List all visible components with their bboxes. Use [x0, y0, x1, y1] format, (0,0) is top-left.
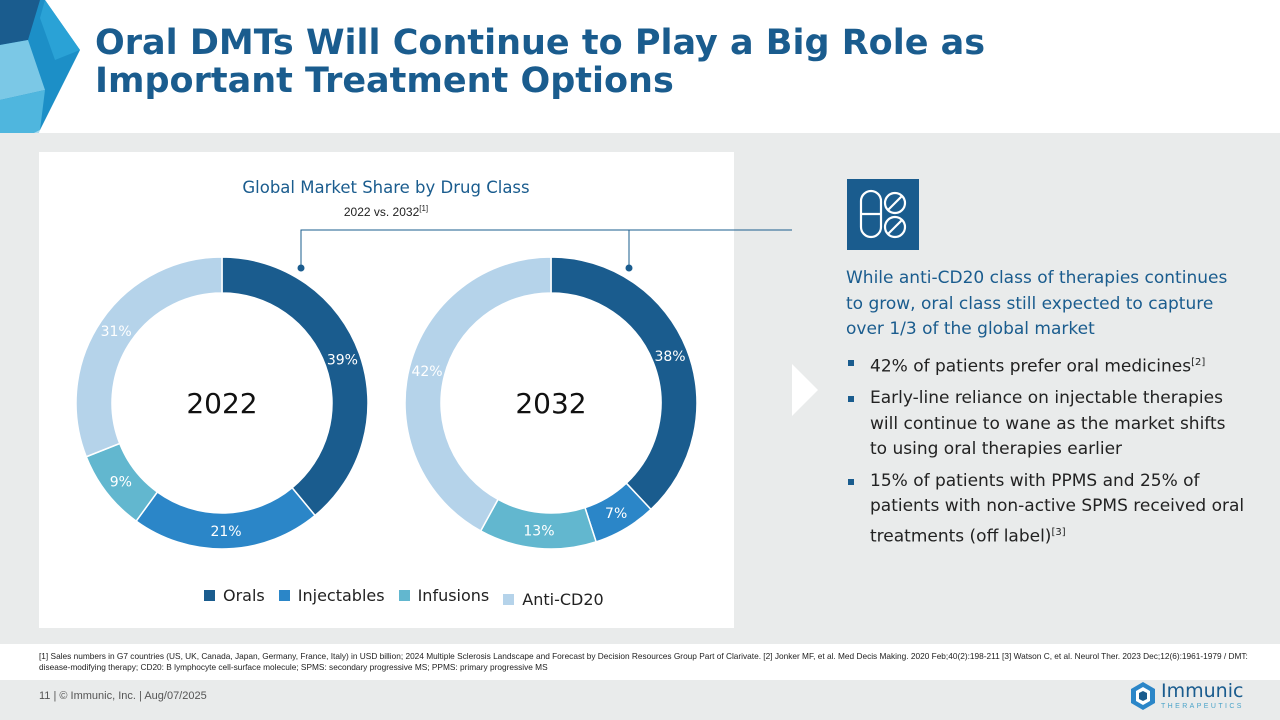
- donut-2032-slice-orals: [550, 256, 698, 511]
- subtitle-reference: [1]: [419, 204, 429, 213]
- chart-subtitle: 2022 vs. 2032[1]: [343, 204, 429, 219]
- legend-item-injectables: Injectables: [278, 586, 385, 605]
- panel-notch: [792, 364, 818, 416]
- donut-2022-slice-orals: [221, 256, 369, 517]
- legend-swatch-orals: [204, 590, 215, 601]
- page-title: Oral DMTs Will Continue to Play a Big Ro…: [95, 23, 986, 101]
- logo-tagline: THERAPEUTICS: [1161, 703, 1244, 710]
- bullet-marker: [848, 396, 854, 403]
- legend-swatch-injectables: [278, 590, 290, 601]
- connector-dot: [297, 264, 305, 272]
- legend-label-anti-cd20: Anti-CD20: [522, 590, 604, 609]
- donut-2022-slice-anti-cd20: [75, 256, 223, 458]
- footer-text: 11 | © Immunic, Inc. | Aug/07/2025: [39, 690, 207, 702]
- connector-line: [300, 229, 847, 268]
- legend-item-orals: Orals: [204, 586, 265, 605]
- connector-dot: [625, 264, 633, 272]
- legend-swatch-anti-cd20: [503, 594, 515, 605]
- donut-2022-label-infusions: 9%: [110, 474, 132, 490]
- company-logo: Immunic THERAPEUTICS: [1131, 682, 1244, 710]
- legend-label-infusions: Infusions: [417, 586, 490, 605]
- chart-legend: Orals Injectables Infusions Anti-CD20: [204, 586, 604, 609]
- footer-bar: [0, 680, 1280, 720]
- bullet-item: Early-line reliance on injectable therap…: [846, 386, 1246, 463]
- donut-2022-center-label: 2022: [186, 387, 257, 420]
- donut-2022-label-anti-cd20: 31%: [101, 324, 132, 340]
- legend-swatch-infusions: [398, 590, 410, 601]
- donut-2032-label-anti-cd20: 42%: [411, 364, 442, 380]
- chart-card: [39, 152, 734, 628]
- logo-mark-icon: [1131, 682, 1155, 710]
- donut-2022-label-orals: 39%: [327, 353, 358, 369]
- bullet-marker: [848, 360, 854, 366]
- donut-2032-label-injectables: 7%: [605, 506, 627, 522]
- bullet-item: 42% of patients prefer oral medicines[2]: [846, 350, 1246, 380]
- donut-2032-center-label: 2032: [515, 387, 586, 420]
- bullet-marker: [848, 478, 854, 485]
- bullet-reference: [2]: [1191, 357, 1206, 368]
- bullet-text: 42% of patients prefer oral medicines: [870, 356, 1192, 377]
- bullet-reference: [3]: [1051, 526, 1066, 538]
- chart-title: Global Market Share by Drug Class: [242, 178, 530, 197]
- logo-name: Immunic: [1161, 680, 1244, 702]
- bullet-item: 15% of patients with PPMS and 25% of pat…: [846, 469, 1246, 550]
- pills-icon: [847, 179, 919, 250]
- legend-item-infusions: Infusions: [398, 586, 490, 605]
- legend-label-injectables: Injectables: [297, 586, 385, 605]
- panel-bullets: 42% of patients prefer oral medicines[2]…: [846, 350, 1246, 556]
- footnote: [1] Sales numbers in G7 countries (US, U…: [39, 651, 1248, 672]
- donut-2032-slice-anti-cd20: [404, 256, 552, 532]
- bullet-text: Early-line reliance on injectable therap…: [870, 388, 1226, 460]
- panel-lead-text: While anti-CD20 class of therapies conti…: [846, 268, 1228, 339]
- legend-label-orals: Orals: [223, 586, 265, 605]
- bullet-text: 15% of patients with PPMS and 25% of pat…: [870, 470, 1245, 547]
- legend-item-anti-cd20: Anti-CD20: [503, 590, 604, 609]
- donut-2022-label-injectables: 21%: [210, 524, 241, 540]
- donut-2032-label-infusions: 13%: [523, 523, 554, 539]
- donut-2032-label-orals: 38%: [654, 349, 685, 365]
- corner-decoration: [0, 0, 80, 170]
